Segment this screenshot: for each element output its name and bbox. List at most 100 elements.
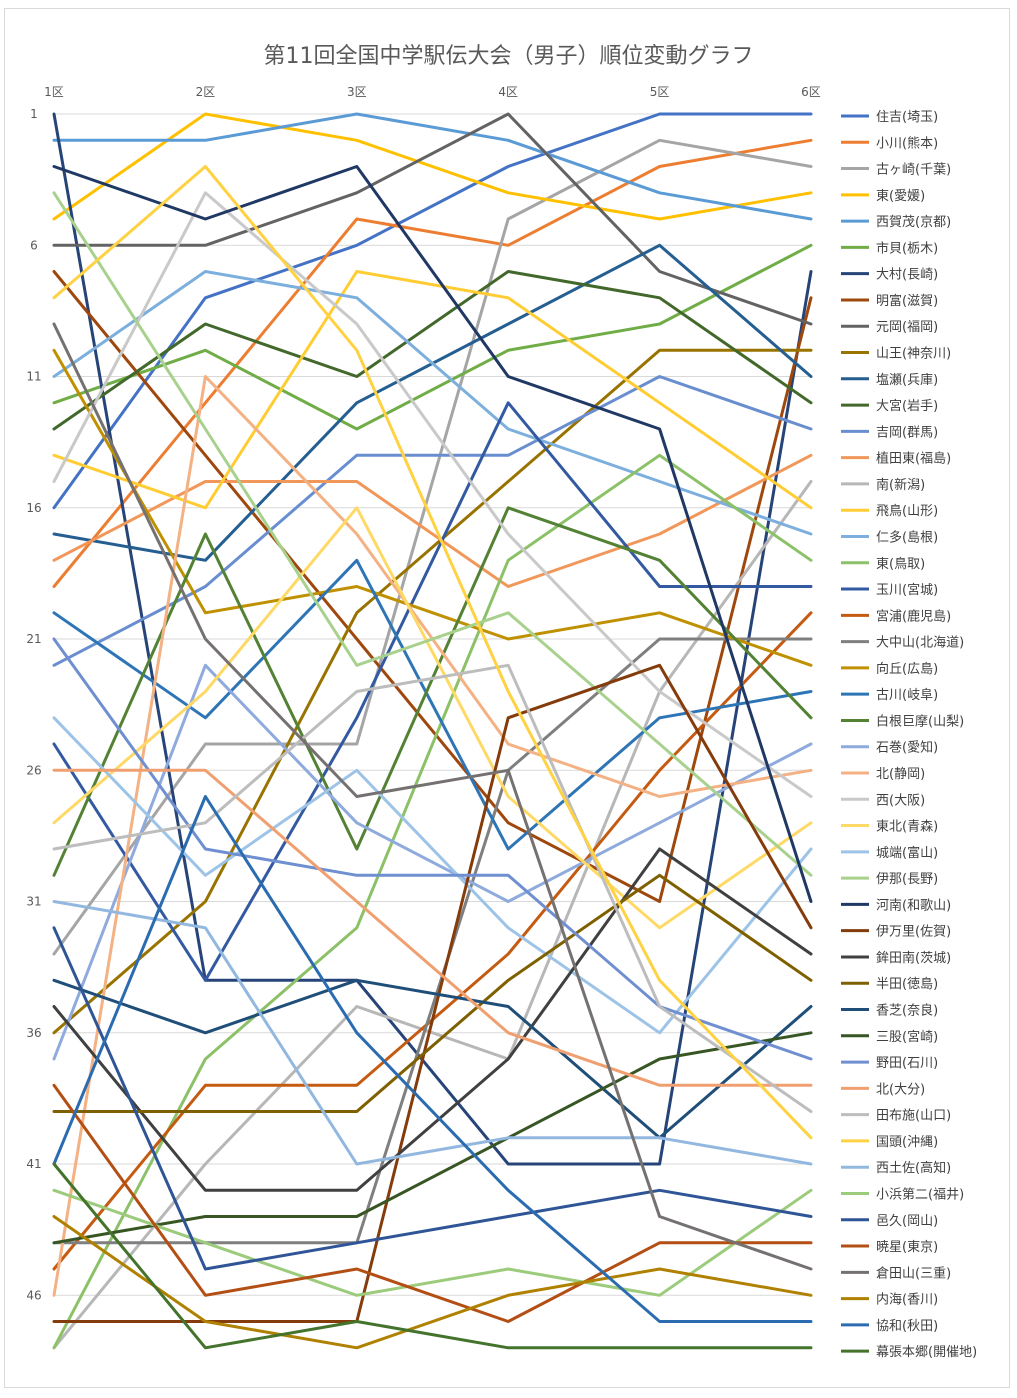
series-line [52, 637, 813, 1245]
y-tick-label: 31 [26, 895, 41, 909]
legend-label: 伊万里(佐賀) [876, 925, 951, 940]
series-line [52, 270, 813, 510]
series-line [52, 637, 813, 1061]
series-line [52, 453, 813, 1350]
y-tick-label: 36 [26, 1026, 41, 1040]
y-tick-label: 26 [26, 763, 41, 777]
series-line [52, 847, 813, 1192]
x-tick-label: 1区 [44, 85, 64, 99]
legend-label: 暁星(東京) [876, 1239, 938, 1255]
legend-label: 城端(富山) [876, 845, 938, 861]
series-line [52, 112, 813, 326]
series-line [52, 165, 813, 903]
legend-label: 石巻(愛知) [876, 740, 938, 756]
legend-label: 大中山(北海道) [876, 636, 964, 651]
legend-label: 西(大阪) [876, 793, 925, 808]
series-line [52, 1031, 813, 1245]
series-line [52, 1188, 813, 1297]
y-tick-label: 1 [30, 107, 38, 121]
legend-label: 宮浦(鹿児島) [876, 608, 951, 624]
legend-label: 東(鳥取) [876, 556, 925, 572]
x-tick-label: 3区 [347, 85, 367, 99]
legend-label: 野田(石川) [876, 1056, 938, 1071]
legend-label: 向丘(広島) [876, 661, 938, 677]
legend-label: 元岡(福岡) [876, 320, 938, 335]
legend-label: 西賀茂(京都) [876, 215, 951, 230]
series-line [52, 1215, 813, 1350]
legend-label: 鉾田南(茨城) [876, 950, 951, 966]
series-line [52, 270, 813, 431]
legend-label: 幕張本郷(開催地) [876, 1345, 977, 1360]
series-line [52, 138, 813, 588]
series-line [52, 795, 813, 1323]
series-line [52, 348, 813, 667]
series-line [52, 165, 813, 1140]
legend-label: 河南(和歌山) [876, 897, 951, 913]
y-tick-label: 41 [26, 1157, 41, 1171]
legend-label: 南(新潟) [876, 477, 925, 493]
legend-label: 三股(宮崎) [876, 1029, 938, 1045]
y-tick-label: 46 [26, 1288, 41, 1302]
series-line [52, 663, 813, 1113]
y-tick-label: 6 [30, 238, 38, 252]
series-line [52, 112, 813, 221]
series-line [52, 978, 813, 1140]
legend-label: 協和(秋田) [876, 1319, 938, 1334]
legend-label: 小川(熊本) [876, 135, 938, 151]
legend-label: 内海(香川) [876, 1292, 938, 1308]
x-axis-labels: 1区 2区 3区 4区 5区 6区 [44, 85, 821, 99]
series-line [52, 243, 813, 431]
x-tick-label: 5区 [650, 85, 670, 99]
series-line [52, 873, 813, 1113]
legend-label: 伊那(長野) [876, 872, 938, 887]
legend-label: 古川(岐阜) [876, 687, 938, 703]
legend-label: 東(愛媛) [876, 188, 925, 204]
legend-label: 邑久(岡山) [876, 1214, 938, 1229]
legend-label: 飛鳥(山形) [876, 504, 938, 519]
series-line [52, 900, 813, 1166]
series-layer [52, 112, 813, 1350]
y-tick-label: 11 [26, 370, 41, 384]
legend-label: 山王(神奈川) [876, 347, 951, 362]
legend-label: 玉川(宮城) [876, 582, 938, 598]
series-line [52, 663, 813, 1061]
series-line [52, 480, 813, 1350]
legend-label: 西土佐(高知) [876, 1160, 951, 1176]
chart-title: 第11回全国中学駅伝大会（男子）順位変動グラフ [263, 44, 754, 69]
series-line [52, 768, 813, 1087]
series-line [52, 558, 813, 851]
x-tick-label: 6区 [801, 85, 821, 99]
series-line [52, 270, 813, 536]
series-line [52, 506, 813, 930]
legend: 住吉(埼玉) 小川(熊本) 古ヶ崎(千葉) 東(愛媛) 西賀茂(京都) 市貝(栃木) 大村(… [841, 110, 977, 1360]
legend-label: 明富(滋賀) [876, 293, 938, 309]
legend-label: 北(大分) [876, 1082, 925, 1097]
legend-label: 半田(徳島) [876, 977, 938, 992]
series-line [52, 1083, 813, 1323]
legend-label: 大宮(岩手) [876, 398, 938, 414]
legend-label: 田布施(山口) [876, 1109, 951, 1124]
series-line [52, 138, 813, 956]
legend-label: 塩瀬(兵庫) [876, 373, 938, 388]
series-line [52, 191, 813, 877]
series-line [52, 112, 813, 510]
y-tick-label: 16 [26, 501, 41, 515]
legend-label: 白根巨摩(山梨) [876, 713, 964, 729]
legend-label: 市貝(栃木) [876, 240, 938, 256]
legend-label: 吉岡(群馬) [876, 425, 938, 440]
legend-label: 倉田山(三重) [876, 1265, 951, 1281]
legend-label: 小浜第二(福井) [876, 1187, 964, 1202]
y-tick-label: 21 [26, 632, 41, 646]
series-line [52, 375, 813, 667]
series-line [52, 270, 813, 903]
legend-label: 香芝(奈良) [876, 1003, 938, 1019]
legend-label: 大村(長崎) [876, 268, 938, 283]
series-line [52, 1162, 813, 1350]
series-line [52, 663, 813, 1323]
legend-label: 仁多(島根) [876, 529, 938, 545]
series-line [52, 112, 813, 221]
series-line [52, 453, 813, 588]
x-tick-label: 2区 [196, 85, 216, 99]
